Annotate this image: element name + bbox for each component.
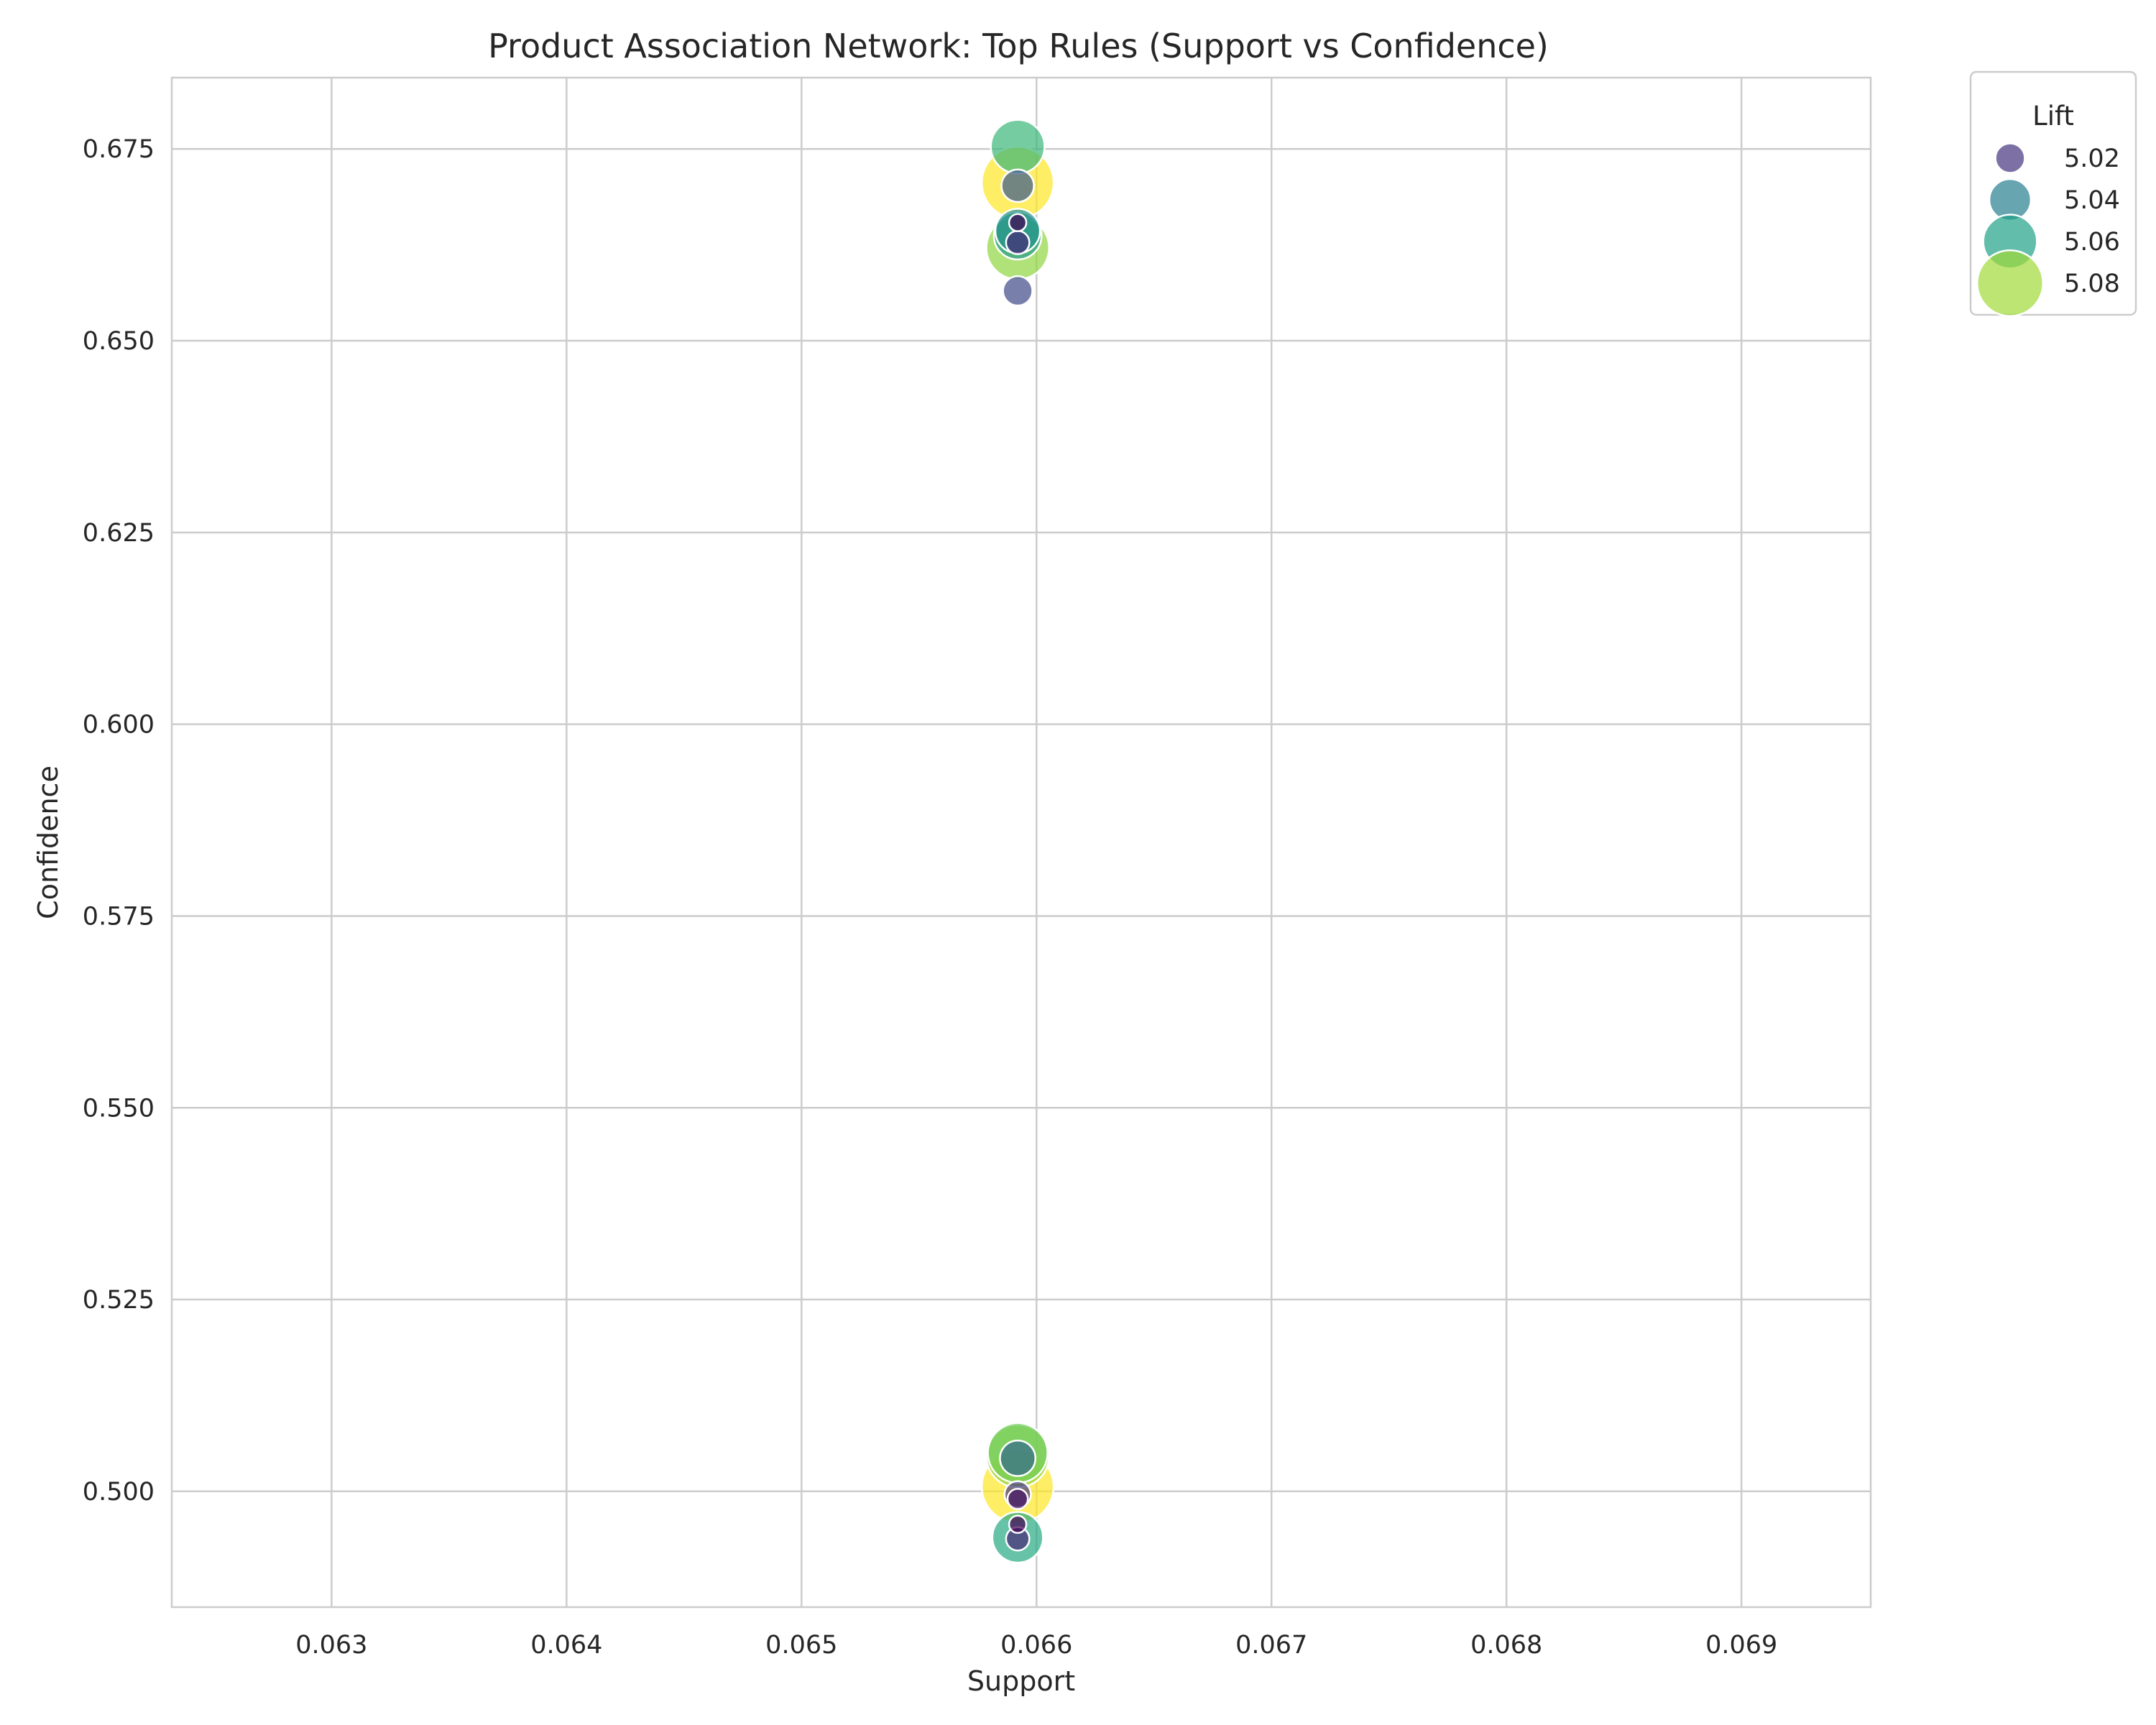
x-tick-labels: 0.063 0.064 0.065 0.066 0.067 0.068 0.069 (295, 1631, 1777, 1660)
legend-title: Lift (2032, 101, 2074, 132)
legend-label: 5.06 (2064, 228, 2120, 257)
y-tick-label: 0.650 (83, 327, 155, 356)
data-point (1002, 275, 1033, 307)
grid (172, 78, 1871, 1607)
legend-items: 5.02 5.04 5.06 5.08 (1976, 142, 2120, 318)
legend-label: 5.04 (2064, 186, 2120, 215)
y-tick-label: 0.550 (83, 1094, 155, 1123)
chart-title: Product Association Network: Top Rules (… (488, 27, 1549, 65)
legend-label: 5.02 (2064, 144, 2120, 173)
y-tick-label: 0.600 (83, 711, 155, 740)
y-tick-label: 0.675 (83, 135, 155, 164)
data-point (1005, 229, 1031, 255)
data-point (990, 119, 1046, 175)
legend-marker (1994, 142, 2026, 174)
plot-area-frame (170, 76, 1872, 1609)
data-point (1006, 1488, 1029, 1510)
x-tick-label: 0.064 (530, 1631, 602, 1660)
legend: Lift 5.02 5.04 5.06 5.08 (1969, 70, 2137, 318)
x-tick-label: 0.066 (1000, 1631, 1072, 1660)
x-tick-label: 0.063 (295, 1631, 367, 1660)
data-point (999, 1440, 1037, 1477)
y-axis-label: Confidence (32, 765, 64, 919)
y-tick-label: 0.625 (83, 519, 155, 548)
x-tick-label: 0.065 (765, 1631, 837, 1660)
data-points (980, 119, 1055, 1564)
data-point (1008, 213, 1028, 232)
x-axis-label: Support (967, 1665, 1075, 1697)
x-tick-label: 0.069 (1705, 1631, 1777, 1660)
legend-marker (1976, 249, 2045, 318)
y-tick-label: 0.525 (83, 1286, 155, 1315)
x-tick-label: 0.068 (1470, 1631, 1542, 1660)
x-tick-label: 0.067 (1235, 1631, 1307, 1660)
y-tick-labels: 0.500 0.525 0.550 0.575 0.600 0.625 0.650 0.675 (83, 135, 155, 1506)
y-tick-label: 0.575 (83, 902, 155, 931)
y-tick-label: 0.500 (83, 1478, 155, 1506)
data-point (1008, 1514, 1028, 1534)
data-point (1000, 168, 1035, 203)
legend-label: 5.08 (2064, 270, 2120, 298)
